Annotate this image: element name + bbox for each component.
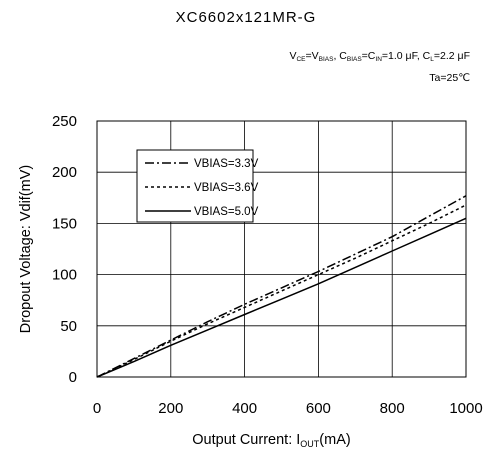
x-tick-labels: 0 200 400 600 800 1000 bbox=[93, 400, 483, 417]
y-tick-label: 50 bbox=[60, 318, 77, 335]
y-tick-label: 250 bbox=[52, 113, 77, 130]
x-tick-label: 400 bbox=[232, 400, 257, 417]
legend-label: VBIAS=5.0V bbox=[194, 206, 259, 218]
ambient-temperature: Ta=25℃ bbox=[429, 72, 470, 84]
legend-label: VBIAS=3.3V bbox=[194, 158, 259, 170]
test-conditions: VCE=VBIAS, CBIAS=CIN=1.0 μF, CL=2.2 μF bbox=[289, 50, 470, 63]
y-tick-label: 150 bbox=[52, 215, 77, 232]
chart-title: XC6602x121MR-G bbox=[175, 9, 317, 26]
y-tick-label: 200 bbox=[52, 164, 77, 181]
x-tick-label: 200 bbox=[158, 400, 183, 417]
x-tick-label: 600 bbox=[306, 400, 331, 417]
x-tick-label: 800 bbox=[380, 400, 405, 417]
legend: VBIAS=3.3V VBIAS=3.6V VBIAS=5.0V bbox=[136, 149, 259, 223]
x-axis-label: Output Current: IOUT(mA) bbox=[192, 432, 350, 449]
y-tick-labels: 0 50 100 150 200 250 bbox=[52, 113, 77, 386]
legend-box bbox=[136, 149, 254, 223]
series-line-vbias-3-6v bbox=[96, 204, 467, 378]
y-tick-label: 100 bbox=[52, 267, 77, 284]
series-line-vbias-5-0v bbox=[96, 217, 467, 378]
legend-label: VBIAS=3.6V bbox=[194, 182, 259, 194]
y-tick-label: 0 bbox=[69, 369, 77, 386]
x-tick-label: 0 bbox=[93, 400, 101, 417]
series-lines bbox=[96, 195, 467, 378]
series-line-vbias-3-3v bbox=[96, 195, 467, 378]
plot-frame bbox=[96, 120, 467, 378]
y-axis-label: Dropout Voltage: Vdif(mV) bbox=[18, 165, 34, 333]
x-tick-label: 1000 bbox=[449, 400, 482, 417]
